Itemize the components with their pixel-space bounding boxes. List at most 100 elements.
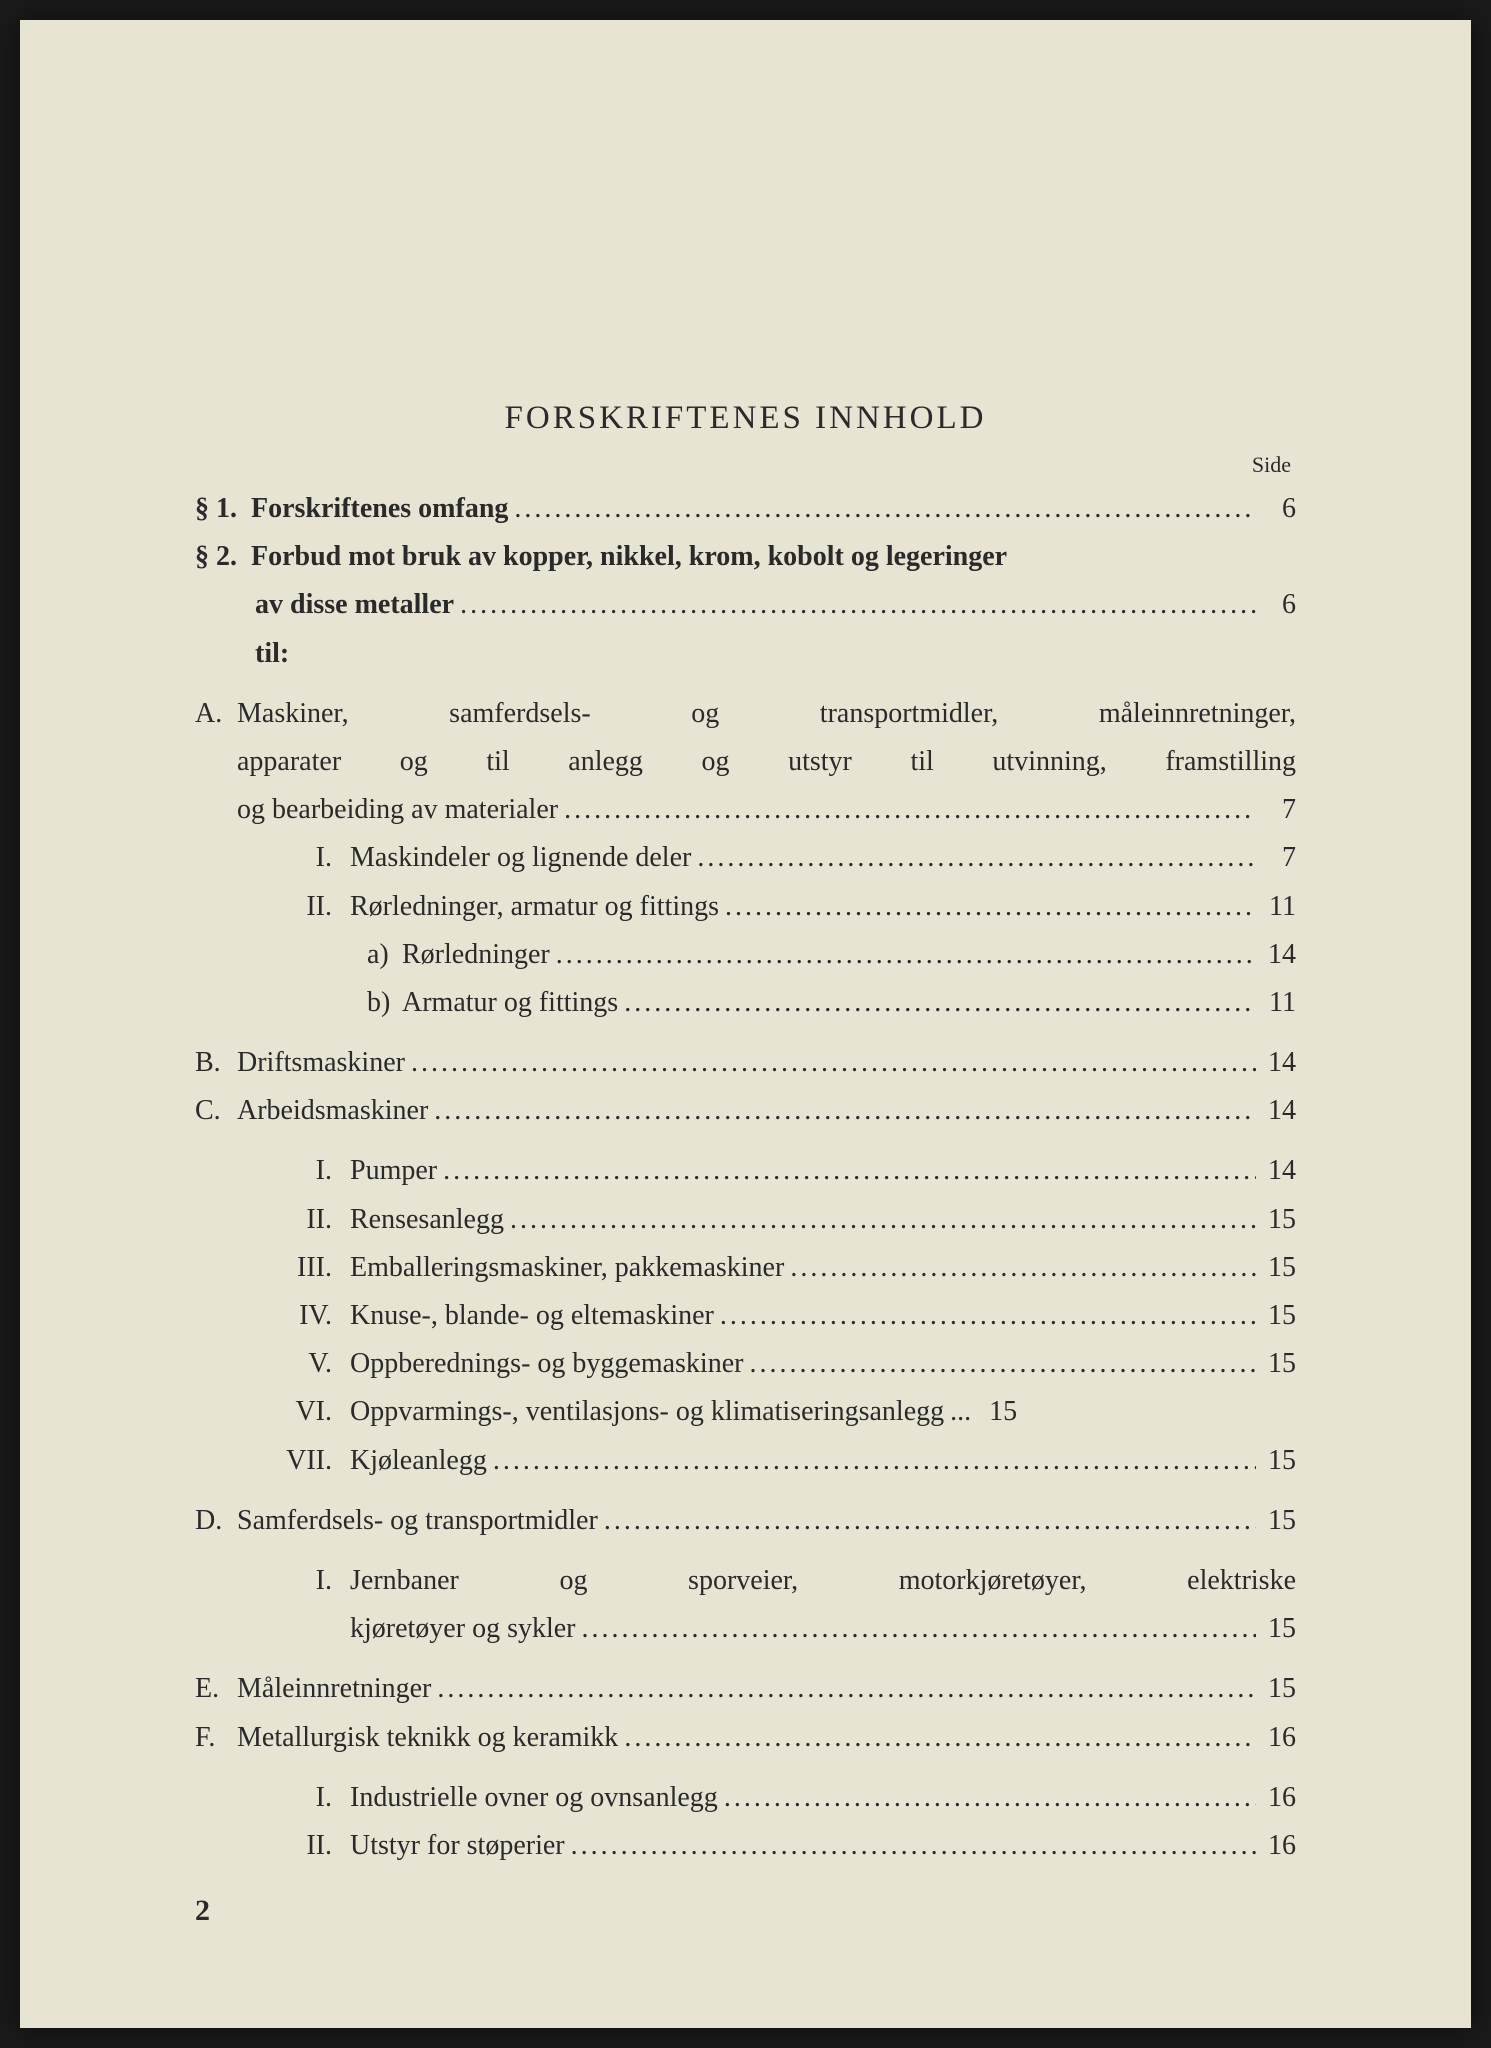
entry-text: Arbeidsmaskiner: [237, 1088, 428, 1134]
entry-text: kjøretøyer og sykler: [350, 1606, 576, 1652]
entry-page: 7: [1256, 835, 1296, 881]
entry-prefix: I.: [270, 1148, 332, 1194]
spacer: [195, 1654, 1296, 1666]
entry-text: Emballeringsmaskiner, pakkemaskiner: [350, 1245, 784, 1291]
entry-prefix: I.: [270, 1775, 332, 1821]
toc-entry-c4: IV. Knuse-, blande- og eltemaskiner 15: [195, 1293, 1296, 1339]
entry-text: Oppvarmings-, ventilasjons- og klimatise…: [350, 1389, 944, 1435]
entry-text: Rørledninger, armatur og fittings: [350, 884, 719, 930]
dot-leader: [437, 1148, 1256, 1194]
toc-entry-a2a: a) Rørledninger 14: [195, 932, 1296, 978]
dot-leader: [508, 486, 1256, 532]
toc-entry-d: D. Samferdsels- og transportmidler 15: [195, 1498, 1296, 1544]
toc-entry-c6: VI. Oppvarmings-, ventilasjons- og klima…: [195, 1389, 1296, 1435]
entry-prefix: b): [367, 980, 402, 1026]
entry-page: 14: [1256, 1088, 1296, 1134]
entry-prefix: a): [367, 932, 402, 978]
dot-leader: [576, 1606, 1257, 1652]
document-page: FORSKRIFTENES INNHOLD Side § 1. Forskrif…: [20, 20, 1471, 2028]
toc-entry-a2b: b) Armatur og fittings 11: [195, 980, 1296, 1026]
entry-page: 15: [1256, 1498, 1296, 1544]
toc-entry-a: A. Maskiner, samferdsels- og transportmi…: [195, 691, 1296, 834]
entry-page: 15: [1256, 1197, 1296, 1243]
toc-entry-f1: I. Industrielle ovner og ovnsanlegg 16: [195, 1775, 1296, 1821]
toc-entry-c2: II. Rensesanlegg 15: [195, 1197, 1296, 1243]
dot-leader: [431, 1666, 1256, 1712]
entry-text: Utstyr for støperier: [350, 1823, 565, 1869]
entry-text: Industrielle ovner og ovnsanlegg: [350, 1775, 718, 1821]
toc-entry-a2: II. Rørledninger, armatur og fittings 11: [195, 884, 1296, 930]
dot-leader: [454, 582, 1256, 628]
toc-entry-s1: § 1. Forskriftenes omfang 6: [195, 486, 1296, 532]
toc-entry-c: C. Arbeidsmaskiner 14: [195, 1088, 1296, 1134]
entry-prefix: I.: [270, 835, 332, 881]
entry-prefix: II.: [270, 884, 332, 930]
toc-entry-s2-line2: av disse metaller 6: [195, 582, 1296, 628]
entry-text: Rensesanlegg: [350, 1197, 504, 1243]
entry-page: 14: [1256, 1040, 1296, 1086]
entry-text: og bearbeiding av materialer: [237, 787, 558, 833]
spacer: [195, 1486, 1296, 1498]
toc-entry-c1: I. Pumper 14: [195, 1148, 1296, 1194]
entry-page: 6: [1256, 582, 1296, 628]
entry-prefix: V.: [270, 1341, 332, 1387]
dot-leader: [565, 1823, 1256, 1869]
toc-entry-a-line3: og bearbeiding av materialer 7: [195, 787, 1296, 833]
entry-prefix: D.: [195, 1498, 237, 1544]
entry-prefix: III.: [270, 1245, 332, 1291]
entry-page: 16: [1256, 1823, 1296, 1869]
entry-prefix: § 2.: [195, 534, 237, 580]
toc-entry-d1-line1: I. Jernbaner og sporveier, motorkjøretøy…: [195, 1558, 1296, 1604]
entry-page: 11: [1256, 980, 1296, 1026]
dot-leader: ...: [944, 1389, 977, 1435]
dot-leader: [598, 1498, 1256, 1544]
dot-leader: [784, 1245, 1256, 1291]
entry-text: Kjøleanlegg: [350, 1438, 487, 1484]
entry-prefix: § 1.: [195, 486, 237, 532]
entry-page: 14: [1256, 1148, 1296, 1194]
entry-page: 7: [1256, 787, 1296, 833]
dot-leader: [718, 1775, 1256, 1821]
entry-prefix: II.: [270, 1823, 332, 1869]
entry-prefix: F.: [195, 1715, 237, 1761]
entry-text: Maskindeler og lignende deler: [350, 835, 691, 881]
toc-entry-c5: V. Oppberednings- og byggemaskiner 15: [195, 1341, 1296, 1387]
toc-entry-f: F. Metallurgisk teknikk og keramikk 16: [195, 1715, 1296, 1761]
toc-entry-c7: VII. Kjøleanlegg 15: [195, 1438, 1296, 1484]
entry-prefix: E.: [195, 1666, 237, 1712]
spacer: [195, 1546, 1296, 1558]
entry-text: Knuse-, blande- og eltemaskiner: [350, 1293, 714, 1339]
dot-leader: [691, 835, 1256, 881]
entry-text: Måleinnretninger: [237, 1666, 431, 1712]
page-title: FORSKRIFTENES INNHOLD: [195, 400, 1296, 437]
entry-text: av disse metaller: [255, 582, 454, 628]
spacer: [195, 1136, 1296, 1148]
entry-prefix: B.: [195, 1040, 237, 1086]
toc-entry-s2-line3: til:: [195, 631, 1296, 677]
side-column-header: Side: [195, 452, 1296, 478]
page-number: 2: [195, 1894, 210, 1928]
toc-entry-c3: III. Emballeringsmaskiner, pakkemaskiner…: [195, 1245, 1296, 1291]
spacer: [195, 1763, 1296, 1775]
entry-text: Metallurgisk teknikk og keramikk: [237, 1715, 618, 1761]
entry-page: 16: [1256, 1715, 1296, 1761]
entry-text: Rørledninger: [402, 932, 550, 978]
entry-page: 15: [1256, 1293, 1296, 1339]
entry-page: 15: [1256, 1341, 1296, 1387]
spacer: [195, 1028, 1296, 1040]
entry-text: Samferdsels- og transportmidler: [237, 1498, 598, 1544]
dot-leader: [719, 884, 1256, 930]
dot-leader: [743, 1341, 1256, 1387]
entry-text: Oppberednings- og byggemaskiner: [350, 1341, 743, 1387]
toc-entry-f2: II. Utstyr for støperier 16: [195, 1823, 1296, 1869]
toc-entry-a1: I. Maskindeler og lignende deler 7: [195, 835, 1296, 881]
dot-leader: [618, 980, 1256, 1026]
entry-page: 15: [977, 1389, 1017, 1435]
entry-text: Pumper: [350, 1148, 437, 1194]
entry-page: 6: [1256, 486, 1296, 532]
entry-page: 16: [1256, 1775, 1296, 1821]
dot-leader: [487, 1438, 1256, 1484]
entry-page: 14: [1256, 932, 1296, 978]
toc-entry-b: B. Driftsmaskiner 14: [195, 1040, 1296, 1086]
dot-leader: [618, 1715, 1256, 1761]
